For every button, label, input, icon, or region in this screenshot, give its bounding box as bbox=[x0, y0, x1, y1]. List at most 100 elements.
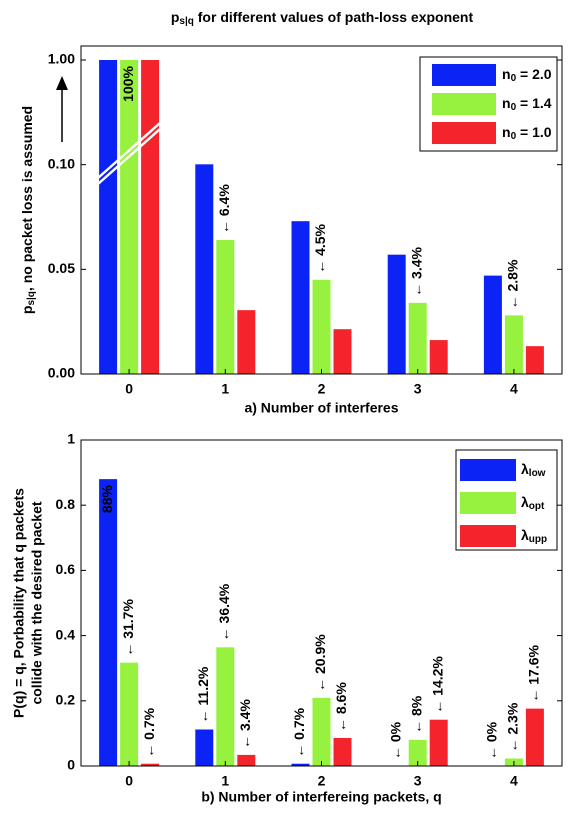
bar bbox=[291, 221, 310, 374]
legend-label-subscript: 0 bbox=[511, 102, 517, 113]
y-axis-label-subscript: s|q bbox=[26, 291, 37, 305]
bar bbox=[195, 164, 214, 374]
chart-title-part: for different values of path-loss expone… bbox=[194, 9, 474, 25]
x-tick-label: 4 bbox=[510, 773, 518, 789]
bar bbox=[99, 479, 118, 766]
value-label: 88% bbox=[99, 485, 115, 514]
legend-swatch bbox=[460, 492, 516, 514]
value-label: ← 2.3% bbox=[505, 702, 521, 752]
x-tick-label: 0 bbox=[125, 773, 133, 789]
legend-swatch bbox=[432, 122, 496, 144]
value-label: ← 11.2% bbox=[195, 666, 211, 723]
value-label: ← 31.7% bbox=[120, 599, 136, 657]
value-label: ← 2.8% bbox=[505, 259, 521, 309]
y-axis-label-part: p bbox=[19, 306, 35, 315]
legend-label-part: n bbox=[502, 95, 511, 111]
x-axis-label: b) Number of interfereing packets, q bbox=[201, 789, 441, 805]
y-axis-label: ps|q, no packet loss is assumed bbox=[19, 106, 37, 314]
legend-label-subscript: 0 bbox=[511, 73, 517, 84]
legend-label: λopt bbox=[521, 494, 545, 512]
legend-label: n0 = 2.0 bbox=[502, 66, 552, 84]
value-label: ← 20.9% bbox=[312, 634, 328, 692]
bar bbox=[216, 240, 235, 374]
legend-label: λlow bbox=[521, 461, 546, 479]
x-tick-label: 3 bbox=[414, 381, 422, 397]
bar bbox=[429, 340, 448, 374]
value-label: ← 8% bbox=[408, 695, 424, 734]
bar bbox=[237, 754, 256, 766]
bar bbox=[525, 708, 544, 766]
value-label: ← 36.4% bbox=[216, 583, 232, 641]
legend-label-part: n bbox=[502, 124, 511, 140]
x-tick-label: 4 bbox=[510, 381, 518, 397]
y-tick-label: 0.00 bbox=[48, 365, 75, 381]
bar bbox=[120, 662, 139, 766]
legend-label-part: = 1.0 bbox=[516, 124, 552, 140]
bar bbox=[387, 254, 406, 374]
x-tick-label: 3 bbox=[414, 773, 422, 789]
bar bbox=[99, 60, 118, 374]
y-tick-label: 0 bbox=[67, 757, 75, 773]
y-tick-label: 0.4 bbox=[56, 626, 76, 642]
value-label: ← 0% bbox=[484, 721, 500, 760]
bar bbox=[333, 737, 352, 766]
legend-swatch bbox=[432, 93, 496, 115]
value-label: ← 0.7% bbox=[141, 707, 157, 757]
bar bbox=[312, 697, 331, 766]
bar bbox=[312, 279, 331, 374]
bar bbox=[195, 729, 214, 766]
bar bbox=[483, 275, 502, 374]
x-tick-label: 2 bbox=[318, 773, 326, 789]
bar bbox=[237, 310, 256, 374]
bar bbox=[141, 763, 160, 766]
y-tick-label: 0.6 bbox=[56, 561, 76, 577]
y-tick-label: 1 bbox=[67, 431, 75, 447]
y-axis-label: P(q) = q, Porbability that q packets bbox=[11, 488, 27, 718]
value-label: ← 4.5% bbox=[312, 223, 328, 273]
legend-label: n0 = 1.4 bbox=[502, 95, 552, 113]
bar bbox=[408, 739, 427, 766]
x-tick-label: 1 bbox=[221, 381, 229, 397]
y-tick-label: 0.05 bbox=[48, 260, 75, 276]
legend-label-part: λ bbox=[521, 527, 529, 543]
up-arrow-head bbox=[56, 76, 68, 90]
legend-label-part: λ bbox=[521, 494, 529, 510]
legend-label-subscript: 0 bbox=[511, 131, 517, 142]
legend-label-part: λ bbox=[521, 461, 529, 477]
legend-label-subscript: upp bbox=[529, 534, 547, 545]
legend-label: λupp bbox=[521, 527, 547, 545]
x-axis-label: a) Number of interferes bbox=[244, 400, 398, 416]
legend-swatch bbox=[460, 525, 516, 547]
bar bbox=[141, 60, 160, 374]
chart-title-subscript: s|q bbox=[179, 16, 193, 27]
bar bbox=[429, 719, 448, 766]
value-label: ← 3.4% bbox=[408, 246, 424, 296]
y-tick-label: 1.00 bbox=[48, 51, 75, 67]
legend-swatch bbox=[432, 64, 496, 86]
bar bbox=[408, 302, 427, 374]
value-label: ← 14.2% bbox=[429, 656, 445, 714]
legend-label: n0 = 1.0 bbox=[502, 124, 552, 142]
bar bbox=[291, 763, 310, 766]
y-axis-label: collide with the desired packet bbox=[29, 501, 45, 704]
axis-break-mark bbox=[97, 128, 161, 185]
value-label: ← 6.4% bbox=[216, 184, 232, 234]
y-tick-label: 0.10 bbox=[48, 155, 75, 171]
legend-label-part: = 2.0 bbox=[516, 66, 552, 82]
bar bbox=[216, 647, 235, 766]
y-tick-label: 0.8 bbox=[56, 496, 76, 512]
x-tick-label: 2 bbox=[318, 381, 326, 397]
chart-title: ps|q for different values of path-loss e… bbox=[171, 9, 474, 27]
value-label: ← 0.7% bbox=[291, 707, 307, 757]
legend-label-subscript: low bbox=[529, 468, 546, 479]
value-label: ← 17.6% bbox=[526, 644, 542, 702]
legend-swatch bbox=[460, 459, 516, 481]
bar bbox=[120, 60, 139, 374]
x-tick-label: 1 bbox=[221, 773, 229, 789]
bar bbox=[333, 329, 352, 374]
bar bbox=[504, 315, 523, 374]
chart-title-part: p bbox=[171, 9, 180, 25]
x-tick-label: 0 bbox=[125, 381, 133, 397]
